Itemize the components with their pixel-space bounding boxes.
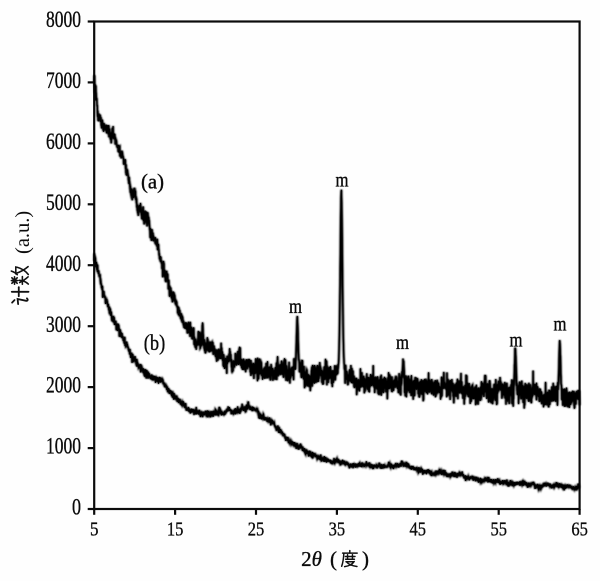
svg-text:1000: 1000 — [46, 434, 81, 460]
svg-text:3000: 3000 — [46, 312, 81, 338]
svg-text:m: m — [510, 330, 523, 352]
svg-text:2000: 2000 — [46, 373, 81, 399]
svg-text:5000: 5000 — [46, 190, 81, 216]
svg-text:m: m — [554, 314, 567, 336]
svg-text:6000: 6000 — [46, 129, 81, 155]
svg-text:65: 65 — [571, 519, 588, 541]
svg-text:2θ: 2θ — [301, 547, 322, 571]
svg-text:4000: 4000 — [46, 251, 81, 277]
svg-text:m: m — [336, 170, 349, 192]
svg-text:25: 25 — [248, 519, 265, 541]
svg-text:m: m — [396, 332, 409, 354]
svg-text:(a.u.): (a.u.) — [12, 211, 34, 254]
svg-text:): ) — [362, 547, 369, 571]
svg-text:m: m — [289, 296, 302, 318]
svg-text:(: ( — [330, 547, 337, 571]
svg-text:0: 0 — [72, 495, 81, 521]
svg-text:15: 15 — [167, 519, 184, 541]
svg-text:8000: 8000 — [46, 7, 81, 33]
svg-text:7000: 7000 — [46, 68, 81, 94]
svg-text:45: 45 — [410, 519, 427, 541]
svg-text:(a): (a) — [141, 170, 164, 194]
svg-text:55: 55 — [490, 519, 507, 541]
svg-text:(b): (b) — [144, 330, 166, 355]
svg-text:35: 35 — [329, 519, 346, 541]
svg-text:5: 5 — [90, 519, 99, 541]
